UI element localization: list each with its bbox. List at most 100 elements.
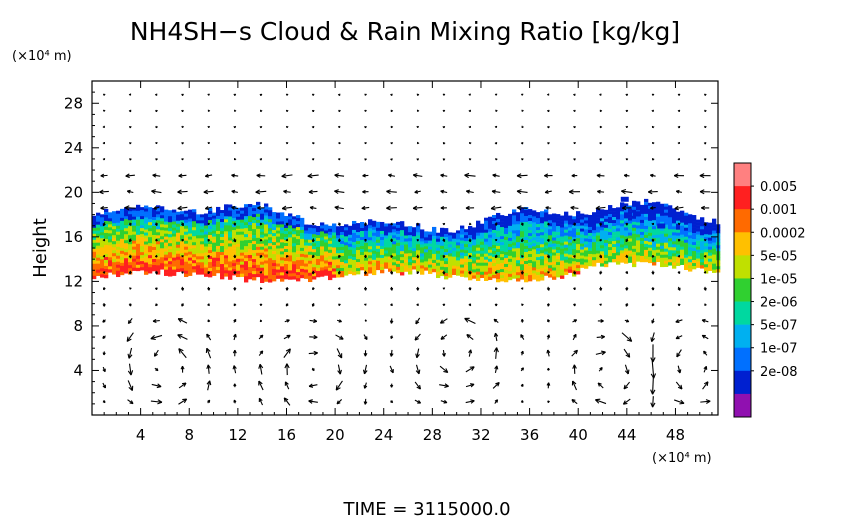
cloud-cell — [684, 215, 689, 220]
colorbar-swatch — [734, 347, 751, 372]
cloud-cell — [292, 273, 297, 277]
cloud-cell — [616, 225, 621, 229]
cloud-cell — [148, 249, 153, 253]
cloud-cell — [132, 261, 137, 265]
wind-vector — [361, 205, 370, 211]
cloud-cell — [232, 209, 237, 213]
cloud-cell — [468, 258, 473, 263]
cloud-cell — [400, 260, 405, 264]
cloud-cell — [448, 274, 453, 278]
cloud-cell — [364, 257, 369, 262]
cloud-cell — [416, 247, 421, 251]
cloud-cell — [476, 223, 481, 227]
cloud-cell — [536, 266, 541, 270]
cloud-cell — [672, 256, 677, 260]
cloud-cell — [260, 249, 265, 254]
cloud-cell — [260, 210, 265, 215]
cloud-cell — [628, 247, 633, 251]
cloud-cell — [596, 220, 601, 224]
cloud-cell — [116, 273, 121, 278]
cloud-cell — [188, 257, 193, 261]
wind-vector — [102, 303, 106, 307]
cloud-cell — [516, 212, 521, 216]
cloud-cell — [124, 216, 129, 220]
wind-vector — [415, 317, 421, 325]
cloud-cell — [172, 254, 177, 258]
cloud-cell — [96, 236, 101, 240]
wind-vector — [416, 109, 420, 113]
cloud-cell — [396, 263, 401, 268]
cloud-cell — [484, 229, 489, 233]
cloud-cell — [564, 256, 569, 260]
cloud-cell — [572, 231, 577, 235]
cloud-cell — [516, 254, 521, 258]
wind-vector — [416, 125, 419, 128]
cloud-cell — [572, 237, 577, 241]
cloud-cell — [288, 264, 293, 268]
cloud-cell — [408, 268, 413, 272]
cloud-cell — [236, 273, 241, 278]
cloud-cell — [192, 236, 197, 240]
cloud-cell — [504, 218, 509, 223]
cloud-cell — [144, 262, 149, 266]
cloud-cell — [300, 235, 305, 240]
wind-vector — [440, 334, 448, 340]
cloud-cell — [524, 212, 529, 217]
cloud-cell — [252, 271, 257, 275]
cloud-cell — [564, 250, 569, 254]
cloud-cell — [476, 277, 481, 281]
cloud-cell — [508, 225, 513, 230]
cloud-cell — [648, 205, 653, 210]
cloud-cell — [268, 267, 273, 271]
wind-vector — [546, 109, 550, 113]
cloud-cell — [340, 228, 345, 233]
cloud-cell — [96, 269, 101, 273]
cloud-cell — [636, 249, 641, 253]
cloud-cell — [688, 232, 693, 236]
cloud-cell — [496, 269, 501, 274]
cloud-cell — [204, 270, 209, 274]
wind-vector — [573, 287, 576, 291]
cloud-cell — [408, 271, 413, 275]
cloud-cell — [704, 243, 709, 247]
cloud-cell — [268, 207, 273, 211]
cloud-cell — [388, 247, 393, 251]
cloud-cell — [168, 249, 173, 253]
cloud-cell — [196, 247, 201, 251]
cloud-cell — [264, 239, 269, 243]
wind-vector — [416, 254, 420, 259]
cloud-cell — [412, 257, 417, 261]
cloud-cell — [320, 252, 325, 256]
cloud-cell — [664, 254, 669, 258]
cloud-cell — [132, 240, 137, 244]
cloud-cell — [496, 260, 501, 265]
cloud-cell — [420, 253, 425, 257]
cloud-cell — [332, 226, 337, 230]
wind-vector — [465, 205, 475, 211]
cloud-cell — [320, 255, 325, 259]
wind-vector — [677, 286, 681, 291]
cloud-cell — [528, 242, 533, 246]
cloud-cell — [324, 248, 329, 252]
cloud-cell — [688, 256, 693, 260]
cloud-cell — [612, 253, 617, 257]
cloud-cell — [216, 221, 221, 226]
cloud-cell — [488, 231, 493, 236]
cloud-cell — [300, 271, 305, 276]
cloud-cell — [560, 224, 565, 228]
cloud-cell — [92, 263, 97, 268]
cloud-cell — [272, 230, 277, 234]
wind-vector — [311, 254, 315, 259]
cloud-cell — [216, 245, 221, 250]
cloud-cell — [232, 257, 237, 261]
cloud-cell — [144, 238, 149, 242]
cloud-cell — [536, 269, 541, 273]
cloud-cell — [240, 216, 245, 220]
cloud-cell — [140, 213, 145, 217]
cloud-cell — [560, 251, 565, 255]
wind-vector — [283, 189, 291, 194]
cloud-cell — [576, 238, 581, 242]
cloud-cell — [300, 259, 305, 264]
cloud-cell — [416, 244, 421, 248]
cloud-cell — [532, 255, 537, 259]
